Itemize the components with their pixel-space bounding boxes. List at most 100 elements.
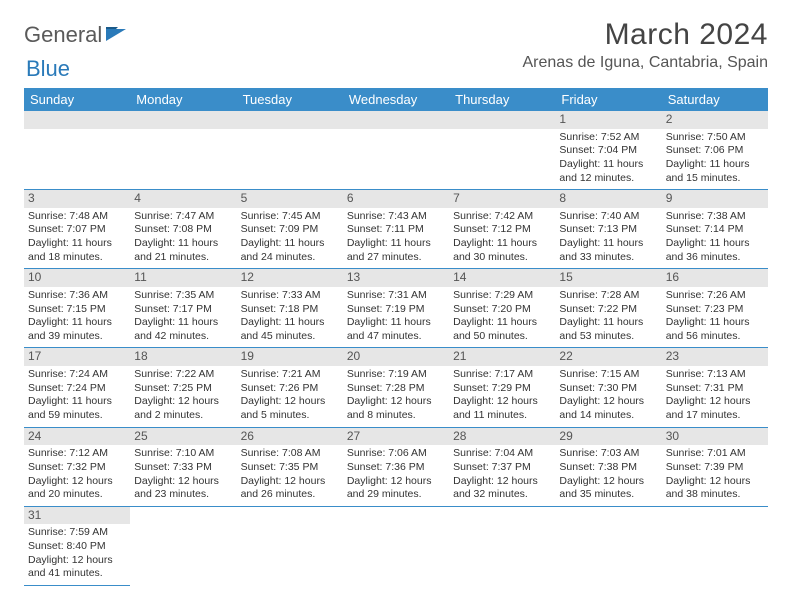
daylight-text: Daylight: 12 hours and 14 minutes. [559,395,657,422]
sunrise-text: Sunrise: 7:59 AM [28,526,126,540]
daylight-text: Daylight: 11 hours and 47 minutes. [347,316,445,343]
sunset-text: Sunset: 7:18 PM [241,303,339,317]
sunset-text: Sunset: 7:12 PM [453,223,551,237]
day-number: 9 [662,190,768,208]
calendar-day-cell: 31Sunrise: 7:59 AMSunset: 8:40 PMDayligh… [24,506,130,585]
calendar-day-cell: 24Sunrise: 7:12 AMSunset: 7:32 PMDayligh… [24,427,130,506]
location: Arenas de Iguna, Cantabria, Spain [523,54,769,72]
daylight-text: Daylight: 12 hours and 8 minutes. [347,395,445,422]
daylight-text: Daylight: 11 hours and 24 minutes. [241,237,339,264]
day-number: 23 [662,348,768,366]
sunrise-text: Sunrise: 7:03 AM [559,447,657,461]
calendar-day-cell: 20Sunrise: 7:19 AMSunset: 7:28 PMDayligh… [343,348,449,427]
calendar-day-cell: 27Sunrise: 7:06 AMSunset: 7:36 PMDayligh… [343,427,449,506]
day-number: 4 [130,190,236,208]
day-details: Sunrise: 7:06 AMSunset: 7:36 PMDaylight:… [343,445,449,506]
sunset-text: Sunset: 7:31 PM [666,382,764,396]
sunrise-text: Sunrise: 7:01 AM [666,447,764,461]
day-details: Sunrise: 7:17 AMSunset: 7:29 PMDaylight:… [449,366,555,427]
sunset-text: Sunset: 7:30 PM [559,382,657,396]
day-details: Sunrise: 7:15 AMSunset: 7:30 PMDaylight:… [555,366,661,427]
daylight-text: Daylight: 11 hours and 21 minutes. [134,237,232,264]
sunset-text: Sunset: 7:22 PM [559,303,657,317]
weekday-header: Tuesday [237,88,343,111]
weekday-header: Monday [130,88,236,111]
calendar-week-row: 31Sunrise: 7:59 AMSunset: 8:40 PMDayligh… [24,506,768,585]
day-details: Sunrise: 7:38 AMSunset: 7:14 PMDaylight:… [662,208,768,269]
sunrise-text: Sunrise: 7:13 AM [666,368,764,382]
brand-part1: General [24,22,102,48]
sunset-text: Sunset: 7:20 PM [453,303,551,317]
day-details: Sunrise: 7:47 AMSunset: 7:08 PMDaylight:… [130,208,236,269]
day-details: Sunrise: 7:24 AMSunset: 7:24 PMDaylight:… [24,366,130,427]
day-details: Sunrise: 7:40 AMSunset: 7:13 PMDaylight:… [555,208,661,269]
sunset-text: Sunset: 7:36 PM [347,461,445,475]
calendar-empty-cell [130,111,236,190]
day-number: 15 [555,269,661,287]
sunrise-text: Sunrise: 7:28 AM [559,289,657,303]
calendar-empty-cell [237,111,343,190]
sunrise-text: Sunrise: 7:47 AM [134,210,232,224]
daylight-text: Daylight: 11 hours and 18 minutes. [28,237,126,264]
day-number: 18 [130,348,236,366]
calendar-week-row: 17Sunrise: 7:24 AMSunset: 7:24 PMDayligh… [24,348,768,427]
day-number: 12 [237,269,343,287]
day-details: Sunrise: 7:26 AMSunset: 7:23 PMDaylight:… [662,287,768,348]
daylight-text: Daylight: 11 hours and 50 minutes. [453,316,551,343]
calendar-day-cell: 29Sunrise: 7:03 AMSunset: 7:38 PMDayligh… [555,427,661,506]
daylight-text: Daylight: 11 hours and 36 minutes. [666,237,764,264]
sunrise-text: Sunrise: 7:35 AM [134,289,232,303]
sunset-text: Sunset: 7:07 PM [28,223,126,237]
day-details: Sunrise: 7:59 AMSunset: 8:40 PMDaylight:… [24,524,130,585]
sunset-text: Sunset: 7:32 PM [28,461,126,475]
month-title: March 2024 [523,18,769,52]
daylight-text: Daylight: 11 hours and 56 minutes. [666,316,764,343]
day-number: 2 [662,111,768,129]
day-details: Sunrise: 7:48 AMSunset: 7:07 PMDaylight:… [24,208,130,269]
calendar-empty-cell [662,506,768,585]
day-number: 28 [449,428,555,446]
brand-logo: General [24,18,130,48]
sunrise-text: Sunrise: 7:17 AM [453,368,551,382]
daylight-text: Daylight: 12 hours and 26 minutes. [241,475,339,502]
calendar-day-cell: 3Sunrise: 7:48 AMSunset: 7:07 PMDaylight… [24,190,130,269]
day-details: Sunrise: 7:12 AMSunset: 7:32 PMDaylight:… [24,445,130,506]
sunrise-text: Sunrise: 7:45 AM [241,210,339,224]
sunrise-text: Sunrise: 7:38 AM [666,210,764,224]
calendar-day-cell: 1Sunrise: 7:52 AMSunset: 7:04 PMDaylight… [555,111,661,190]
day-number: 29 [555,428,661,446]
day-number: 17 [24,348,130,366]
sunset-text: Sunset: 7:14 PM [666,223,764,237]
day-number: 1 [555,111,661,129]
title-block: March 2024 Arenas de Iguna, Cantabria, S… [523,18,769,72]
daylight-text: Daylight: 12 hours and 2 minutes. [134,395,232,422]
day-details: Sunrise: 7:19 AMSunset: 7:28 PMDaylight:… [343,366,449,427]
sunset-text: Sunset: 7:25 PM [134,382,232,396]
day-number: 25 [130,428,236,446]
daylight-text: Daylight: 12 hours and 35 minutes. [559,475,657,502]
daylight-text: Daylight: 12 hours and 29 minutes. [347,475,445,502]
calendar-day-cell: 15Sunrise: 7:28 AMSunset: 7:22 PMDayligh… [555,269,661,348]
weekday-header-row: SundayMondayTuesdayWednesdayThursdayFrid… [24,88,768,111]
day-number: 5 [237,190,343,208]
calendar-day-cell: 12Sunrise: 7:33 AMSunset: 7:18 PMDayligh… [237,269,343,348]
daylight-text: Daylight: 11 hours and 42 minutes. [134,316,232,343]
sunrise-text: Sunrise: 7:08 AM [241,447,339,461]
sunrise-text: Sunrise: 7:31 AM [347,289,445,303]
sunrise-text: Sunrise: 7:50 AM [666,131,764,145]
sunrise-text: Sunrise: 7:15 AM [559,368,657,382]
calendar-table: SundayMondayTuesdayWednesdayThursdayFrid… [24,88,768,586]
day-number: 16 [662,269,768,287]
day-details: Sunrise: 7:28 AMSunset: 7:22 PMDaylight:… [555,287,661,348]
day-details: Sunrise: 7:35 AMSunset: 7:17 PMDaylight:… [130,287,236,348]
day-details: Sunrise: 7:13 AMSunset: 7:31 PMDaylight:… [662,366,768,427]
calendar-day-cell: 28Sunrise: 7:04 AMSunset: 7:37 PMDayligh… [449,427,555,506]
daylight-text: Daylight: 11 hours and 27 minutes. [347,237,445,264]
day-details: Sunrise: 7:43 AMSunset: 7:11 PMDaylight:… [343,208,449,269]
calendar-day-cell: 10Sunrise: 7:36 AMSunset: 7:15 PMDayligh… [24,269,130,348]
day-number: 20 [343,348,449,366]
calendar-day-cell: 21Sunrise: 7:17 AMSunset: 7:29 PMDayligh… [449,348,555,427]
day-details: Sunrise: 7:01 AMSunset: 7:39 PMDaylight:… [662,445,768,506]
day-number: 21 [449,348,555,366]
day-number: 3 [24,190,130,208]
